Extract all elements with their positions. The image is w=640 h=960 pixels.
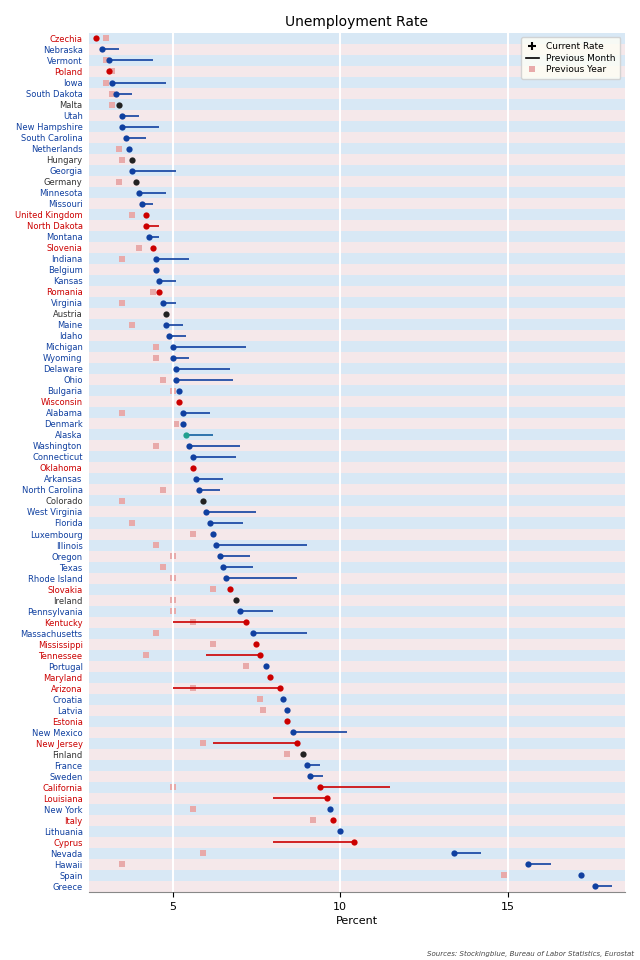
- Bar: [89, 584, 625, 594]
- Bar: [89, 374, 625, 385]
- Bar: [89, 132, 625, 143]
- Bar: [89, 407, 625, 419]
- Bar: [89, 276, 625, 286]
- Bar: [89, 220, 625, 231]
- Bar: [89, 517, 625, 529]
- Bar: [89, 727, 625, 737]
- Bar: [89, 429, 625, 441]
- Bar: [89, 165, 625, 176]
- Bar: [89, 859, 625, 870]
- Bar: [89, 606, 625, 616]
- Bar: [89, 419, 625, 429]
- Bar: [89, 694, 625, 705]
- Bar: [89, 110, 625, 121]
- Bar: [89, 793, 625, 804]
- Bar: [89, 495, 625, 507]
- Bar: [89, 441, 625, 451]
- Legend: Current Rate, Previous Month, Previous Year: Current Rate, Previous Month, Previous Y…: [521, 37, 621, 79]
- Bar: [89, 848, 625, 859]
- Bar: [89, 826, 625, 837]
- X-axis label: Percent: Percent: [336, 916, 378, 925]
- Bar: [89, 320, 625, 330]
- Bar: [89, 507, 625, 517]
- Bar: [89, 209, 625, 220]
- Bar: [89, 473, 625, 485]
- Bar: [89, 330, 625, 342]
- Bar: [89, 44, 625, 55]
- Bar: [89, 121, 625, 132]
- Bar: [89, 716, 625, 727]
- Bar: [89, 759, 625, 771]
- Bar: [89, 55, 625, 66]
- Bar: [89, 660, 625, 672]
- Bar: [89, 242, 625, 253]
- Bar: [89, 363, 625, 374]
- Bar: [89, 572, 625, 584]
- Bar: [89, 176, 625, 187]
- Bar: [89, 385, 625, 396]
- Bar: [89, 837, 625, 848]
- Bar: [89, 540, 625, 550]
- Bar: [89, 198, 625, 209]
- Bar: [89, 396, 625, 407]
- Bar: [89, 870, 625, 881]
- Bar: [89, 187, 625, 198]
- Bar: [89, 881, 625, 892]
- Bar: [89, 451, 625, 463]
- Bar: [89, 683, 625, 694]
- Bar: [89, 529, 625, 540]
- Bar: [89, 815, 625, 826]
- Bar: [89, 253, 625, 264]
- Bar: [89, 781, 625, 793]
- Bar: [89, 638, 625, 650]
- Text: Sources: Stockingblue, Bureau of Labor Statistics, Eurostat: Sources: Stockingblue, Bureau of Labor S…: [427, 951, 634, 957]
- Bar: [89, 77, 625, 88]
- Bar: [89, 650, 625, 660]
- Bar: [89, 672, 625, 683]
- Bar: [89, 594, 625, 606]
- Bar: [89, 231, 625, 242]
- Bar: [89, 616, 625, 628]
- Bar: [89, 737, 625, 749]
- Bar: [89, 66, 625, 77]
- Bar: [89, 352, 625, 363]
- Bar: [89, 143, 625, 155]
- Bar: [89, 705, 625, 716]
- Bar: [89, 562, 625, 572]
- Bar: [89, 771, 625, 781]
- Bar: [89, 485, 625, 495]
- Bar: [89, 463, 625, 473]
- Bar: [89, 264, 625, 276]
- Bar: [89, 298, 625, 308]
- Bar: [89, 342, 625, 352]
- Bar: [89, 88, 625, 99]
- Bar: [89, 155, 625, 165]
- Bar: [89, 804, 625, 815]
- Bar: [89, 550, 625, 562]
- Bar: [89, 99, 625, 110]
- Bar: [89, 33, 625, 44]
- Bar: [89, 749, 625, 759]
- Bar: [89, 286, 625, 298]
- Bar: [89, 308, 625, 320]
- Bar: [89, 628, 625, 638]
- Title: Unemployment Rate: Unemployment Rate: [285, 15, 428, 29]
